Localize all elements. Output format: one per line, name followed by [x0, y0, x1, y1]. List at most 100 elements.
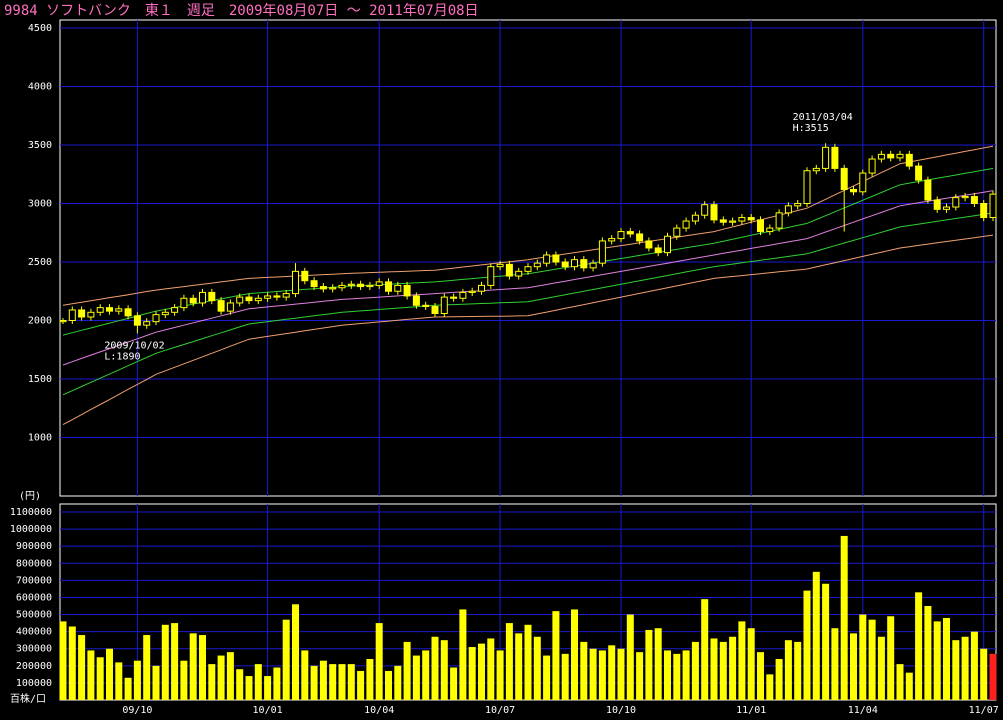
- volume-bar: [180, 660, 188, 700]
- volume-bar: [719, 641, 727, 700]
- candle-body: [96, 307, 104, 313]
- candle-body: [943, 206, 950, 210]
- candle-body: [310, 280, 318, 288]
- volume-bar: [654, 628, 662, 700]
- y-tick-label: 200000: [16, 661, 52, 672]
- candle-body: [236, 296, 244, 304]
- volume-bar: [375, 623, 383, 700]
- volume-bar: [422, 650, 430, 700]
- volume-bar: [859, 614, 867, 700]
- candle-body: [301, 270, 309, 282]
- y-tick-label: 300000: [16, 644, 52, 655]
- candle-body: [701, 204, 709, 216]
- y-tick-label: 3000: [28, 199, 52, 210]
- x-tick-label: 10/04: [364, 705, 394, 716]
- x-tick-label: 11/04: [848, 705, 878, 716]
- candle-body: [282, 293, 290, 298]
- x-tick-label: 10/10: [606, 705, 636, 716]
- volume-bar: [682, 650, 690, 700]
- volume-bar: [273, 667, 281, 700]
- annotation-date: 2009/10/02: [104, 340, 164, 351]
- candle-body: [496, 263, 504, 268]
- candle-body: [803, 170, 811, 205]
- candle-body: [636, 233, 644, 242]
- panel-frame: [59, 19, 997, 497]
- candle-body: [664, 235, 671, 254]
- volume-bar: [571, 609, 578, 700]
- volume-bar: [729, 636, 737, 700]
- volume-bar: [478, 643, 485, 700]
- y-tick-label: 700000: [16, 575, 52, 586]
- volume-bar: [431, 636, 439, 700]
- y-tick-label: 4500: [28, 23, 52, 34]
- y-tick-label: 1000: [28, 433, 52, 444]
- volume-bar: [133, 660, 141, 700]
- candle-body: [403, 284, 411, 297]
- volume-bar: [292, 604, 299, 700]
- volume-bar: [980, 648, 988, 700]
- candle-body: [468, 290, 476, 293]
- candle-body: [868, 158, 876, 174]
- volume-bar: [199, 635, 206, 700]
- volume-bar: [338, 664, 346, 700]
- x-tick-label: 09/10: [122, 705, 152, 716]
- volume-bar: [533, 636, 541, 700]
- y-tick-label: 500000: [16, 610, 52, 621]
- candle-body: [366, 284, 374, 288]
- candle-body: [329, 287, 337, 290]
- y-tick-label: 3500: [28, 140, 52, 151]
- volume-bar: [329, 664, 337, 700]
- candle-body: [59, 320, 67, 323]
- volume-bar: [989, 653, 997, 700]
- chart-title: 9984 ソフトバンク 東１ 週足 2009年08月07日 ～ 2011年07月…: [4, 3, 479, 19]
- volume-bar: [933, 621, 941, 700]
- candle-body: [561, 261, 569, 268]
- volume-bar: [673, 653, 681, 700]
- candle-body: [831, 146, 839, 169]
- candle-body: [766, 227, 774, 233]
- volume-bar: [831, 628, 839, 700]
- x-tick-label: 10/07: [485, 705, 515, 716]
- volume-bar: [245, 676, 253, 700]
- volume-bar: [645, 629, 653, 700]
- volume-bar: [189, 633, 197, 700]
- candle-body: [822, 146, 830, 169]
- candle-body: [431, 305, 439, 314]
- candle-body: [589, 262, 597, 269]
- volume-bar: [440, 640, 448, 700]
- candle-body: [673, 227, 681, 237]
- volume-bar: [924, 606, 932, 700]
- volume-bar: [264, 676, 272, 700]
- volume-bar: [840, 535, 848, 700]
- y-tick-label: 2500: [28, 257, 52, 268]
- volume-bar: [617, 648, 625, 700]
- candle-body: [264, 295, 272, 299]
- candle-body: [812, 167, 820, 172]
- volume-bar: [59, 621, 67, 700]
- candle-body: [106, 307, 113, 312]
- candle-body: [338, 284, 346, 289]
- volume-bar: [310, 665, 318, 700]
- candle-body: [385, 281, 392, 292]
- volume-bar: [459, 609, 467, 700]
- volume-bar: [896, 664, 904, 700]
- volume-bar: [450, 667, 458, 700]
- candle-body: [729, 220, 737, 223]
- volume-bar: [589, 648, 597, 700]
- volume-bar: [580, 641, 588, 700]
- candle-body: [682, 220, 690, 229]
- volume-bar: [347, 664, 355, 700]
- volume-bar: [366, 658, 374, 700]
- candle-body: [347, 283, 355, 286]
- y-tick-label: 800000: [16, 558, 52, 569]
- candle-body: [784, 205, 792, 214]
- volume-bar: [226, 652, 234, 700]
- volume-bar: [794, 641, 802, 700]
- volume-bar: [496, 650, 504, 700]
- candle-body: [626, 231, 634, 235]
- candle-body: [989, 193, 997, 219]
- volume-bar: [598, 650, 606, 700]
- candle-body: [794, 203, 802, 207]
- y-tick-label: 100000: [16, 678, 52, 689]
- candle-body: [217, 300, 225, 312]
